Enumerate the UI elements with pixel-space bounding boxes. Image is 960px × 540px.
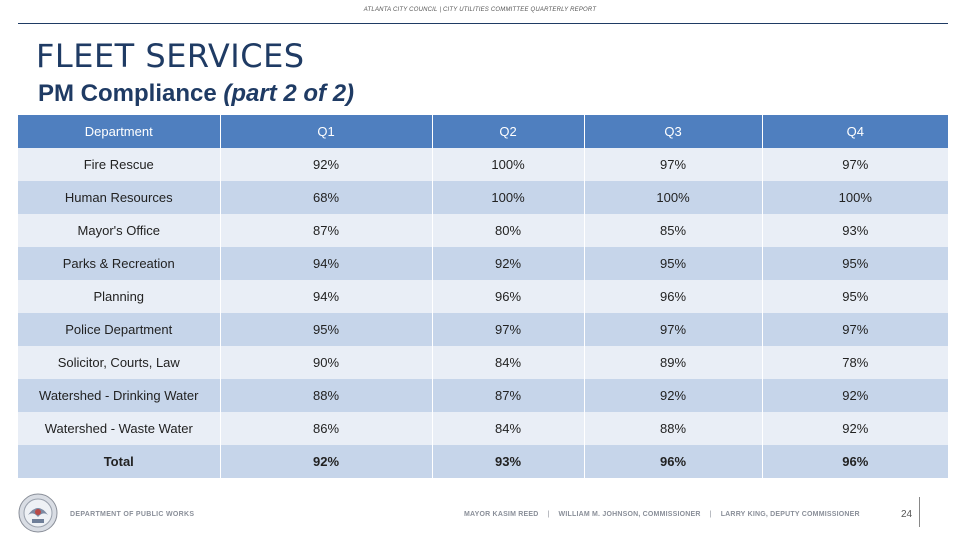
table-row: Planning 94% 96% 96% 95% bbox=[18, 280, 948, 313]
cell-q4: 92% bbox=[762, 379, 948, 412]
cell-q1: 88% bbox=[220, 379, 433, 412]
footer-deputy: LARRY KING, DEPUTY COMMISSIONER bbox=[720, 511, 860, 518]
cell-q3: 92% bbox=[584, 379, 763, 412]
table-header-row: Department Q1 Q2 Q3 Q4 bbox=[18, 115, 948, 148]
cell-q1: 87% bbox=[220, 214, 433, 247]
cell-q1: 94% bbox=[220, 247, 433, 280]
cell-q4: 92% bbox=[762, 412, 948, 445]
footer-department: DEPARTMENT OF PUBLIC WORKS bbox=[70, 511, 195, 518]
cell-q2: 87% bbox=[432, 379, 585, 412]
cell-q4: 97% bbox=[762, 313, 948, 346]
cell-q4: 95% bbox=[762, 280, 948, 313]
page-number: 24 bbox=[901, 509, 913, 520]
cell-department: Watershed - Waste Water bbox=[18, 412, 221, 445]
cell-department: Planning bbox=[18, 280, 221, 313]
cell-q2: 100% bbox=[432, 148, 585, 181]
header-q4: Q4 bbox=[762, 115, 948, 148]
cell-q2: 80% bbox=[432, 214, 585, 247]
cell-q1: 94% bbox=[220, 280, 433, 313]
cell-q3: 97% bbox=[584, 148, 763, 181]
cell-q4: 93% bbox=[762, 214, 948, 247]
cell-q4: 97% bbox=[762, 148, 948, 181]
total-q2: 93% bbox=[432, 445, 585, 478]
total-q1: 92% bbox=[220, 445, 433, 478]
cell-q1: 95% bbox=[220, 313, 433, 346]
footer-officials: MAYOR KASIM REED | WILLIAM M. JOHNSON, COM… bbox=[464, 511, 860, 518]
cell-q3: 85% bbox=[584, 214, 763, 247]
table-row: Human Resources 68% 100% 100% 100% bbox=[18, 181, 948, 214]
footer-separator: | bbox=[709, 511, 712, 518]
cell-q3: 100% bbox=[584, 181, 763, 214]
cell-q4: 100% bbox=[762, 181, 948, 214]
cell-q4: 95% bbox=[762, 247, 948, 280]
table-row: Fire Rescue 92% 100% 97% 97% bbox=[18, 148, 948, 181]
header-q2: Q2 bbox=[432, 115, 585, 148]
page-title: FLEET SERVICES bbox=[36, 37, 305, 75]
footer-separator: | bbox=[547, 511, 550, 518]
table-row: Solicitor, Courts, Law 90% 84% 89% 78% bbox=[18, 346, 948, 379]
cell-q2: 92% bbox=[432, 247, 585, 280]
cell-department: Mayor's Office bbox=[18, 214, 221, 247]
header-q3: Q3 bbox=[584, 115, 763, 148]
subtitle-main: PM Compliance bbox=[38, 80, 217, 107]
city-seal-icon bbox=[18, 493, 58, 533]
cell-q2: 84% bbox=[432, 346, 585, 379]
cell-q1: 86% bbox=[220, 412, 433, 445]
cell-q3: 89% bbox=[584, 346, 763, 379]
cell-q3: 95% bbox=[584, 247, 763, 280]
total-q3: 96% bbox=[584, 445, 763, 478]
cell-q2: 96% bbox=[432, 280, 585, 313]
table-row: Police Department 95% 97% 97% 97% bbox=[18, 313, 948, 346]
cell-q1: 92% bbox=[220, 148, 433, 181]
cell-q1: 68% bbox=[220, 181, 433, 214]
cell-q1: 90% bbox=[220, 346, 433, 379]
footer-commissioner: WILLIAM M. JOHNSON, COMMISSIONER bbox=[558, 511, 701, 518]
cell-department: Human Resources bbox=[18, 181, 221, 214]
header-department: Department bbox=[18, 115, 221, 148]
cell-department: Police Department bbox=[18, 313, 221, 346]
report-caption: ATLANTA CITY COUNCIL | CITY UTILITIES CO… bbox=[363, 7, 597, 13]
footer-mayor: MAYOR KASIM REED bbox=[464, 511, 539, 518]
cell-q2: 84% bbox=[432, 412, 585, 445]
header-divider bbox=[18, 23, 948, 24]
cell-q2: 97% bbox=[432, 313, 585, 346]
cell-department: Parks & Recreation bbox=[18, 247, 221, 280]
page-number-divider bbox=[919, 497, 920, 527]
pm-compliance-table: Department Q1 Q2 Q3 Q4 Fire Rescue 92% 1… bbox=[18, 115, 948, 478]
cell-department: Fire Rescue bbox=[18, 148, 221, 181]
cell-q3: 96% bbox=[584, 280, 763, 313]
total-q4: 96% bbox=[762, 445, 948, 478]
cell-q3: 97% bbox=[584, 313, 763, 346]
cell-q3: 88% bbox=[584, 412, 763, 445]
total-row: Total 92% 93% 96% 96% bbox=[18, 445, 948, 478]
table-row: Mayor's Office 87% 80% 85% 93% bbox=[18, 214, 948, 247]
table-row: Parks & Recreation 94% 92% 95% 95% bbox=[18, 247, 948, 280]
cell-department: Solicitor, Courts, Law bbox=[18, 346, 221, 379]
header-q1: Q1 bbox=[220, 115, 433, 148]
table-row: Watershed - Drinking Water 88% 87% 92% 9… bbox=[18, 379, 948, 412]
page-subtitle: PM Compliance (part 2 of 2) bbox=[38, 80, 354, 108]
subtitle-part: (part 2 of 2) bbox=[223, 80, 355, 107]
table-row: Watershed - Waste Water 86% 84% 88% 92% bbox=[18, 412, 948, 445]
cell-department: Watershed - Drinking Water bbox=[18, 379, 221, 412]
total-label: Total bbox=[18, 445, 221, 478]
cell-q4: 78% bbox=[762, 346, 948, 379]
cell-q2: 100% bbox=[432, 181, 585, 214]
